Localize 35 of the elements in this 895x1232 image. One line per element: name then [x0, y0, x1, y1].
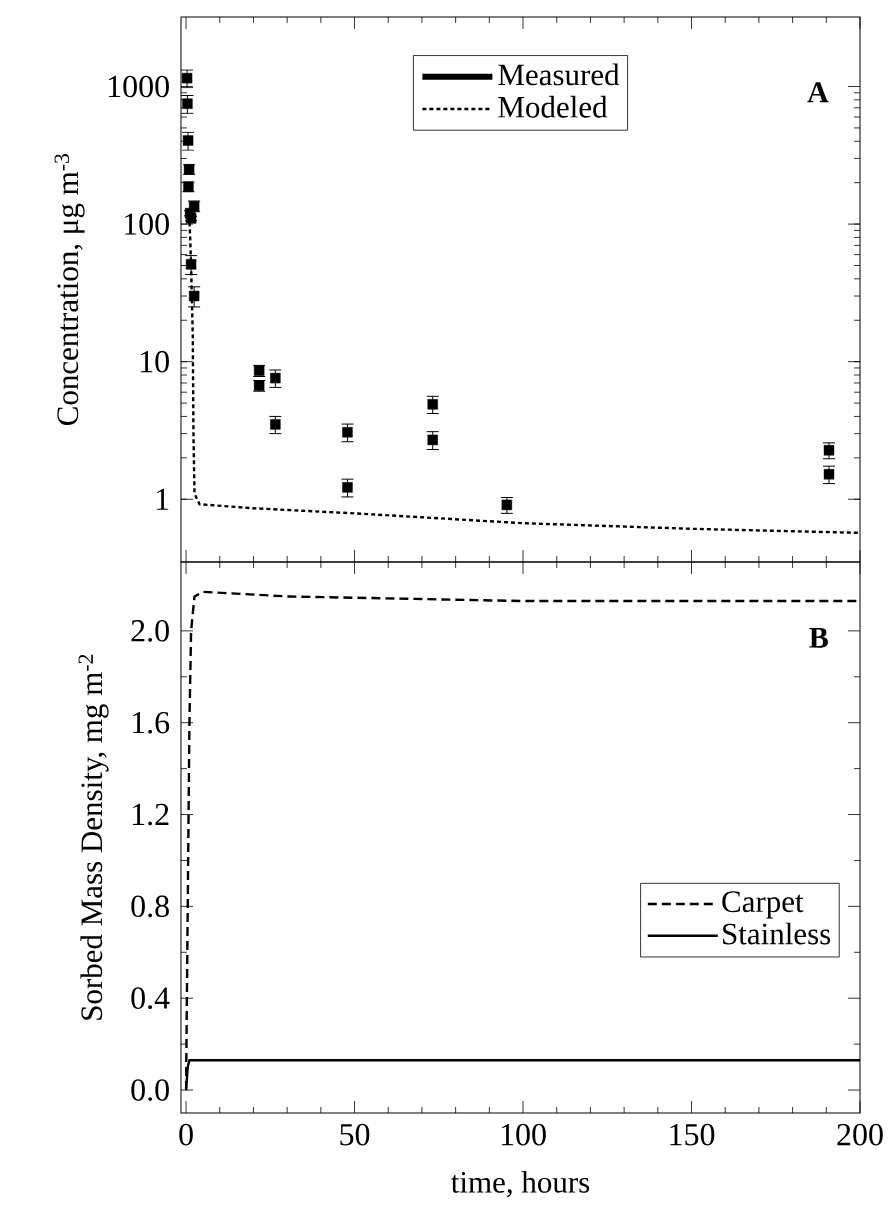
x-axis-title: time, hours	[451, 1170, 590, 1198]
point	[270, 419, 281, 430]
point	[823, 445, 835, 456]
legend-label: Carpet	[722, 891, 804, 919]
point	[427, 434, 439, 446]
y-tick-label: 1000	[109, 75, 170, 98]
point	[189, 290, 200, 302]
y-axis-title: Concentration, μg m$^{-3}$	[54, 154, 85, 426]
point	[342, 427, 353, 438]
point	[270, 372, 281, 384]
annotation: A	[807, 82, 829, 103]
y-axis-title: Sorbed Mass Density, mg m$^{-2}$	[78, 654, 109, 1020]
x-tick-label: 0	[179, 1123, 193, 1146]
legend-label: Stainless	[723, 922, 831, 945]
y-tick-label: 10	[141, 350, 170, 373]
x-tick-label: 50	[340, 1123, 370, 1146]
x-tick-label: 200	[837, 1123, 883, 1146]
y-tick-label: 1.2	[133, 803, 169, 826]
y-tick-label: 0.4	[131, 987, 170, 1010]
point	[823, 469, 835, 480]
point	[183, 135, 194, 146]
annotation: B	[809, 627, 829, 648]
y-tick-label: 0.0	[131, 1079, 170, 1101]
y-tick-label: 0.8	[131, 895, 170, 918]
legend-label: Modeled	[498, 95, 608, 118]
point	[342, 482, 353, 493]
y-tick-label: 1	[157, 488, 169, 510]
legend-label: Measured	[498, 63, 620, 86]
y-tick-label: 1.6	[133, 711, 170, 734]
point	[186, 259, 197, 270]
point	[427, 399, 439, 410]
x-tick-label: 150	[670, 1123, 715, 1146]
x-tick-label: 100	[502, 1123, 546, 1146]
y-tick-label: 2.0	[131, 620, 170, 642]
y-tick-label: 100	[125, 213, 170, 235]
